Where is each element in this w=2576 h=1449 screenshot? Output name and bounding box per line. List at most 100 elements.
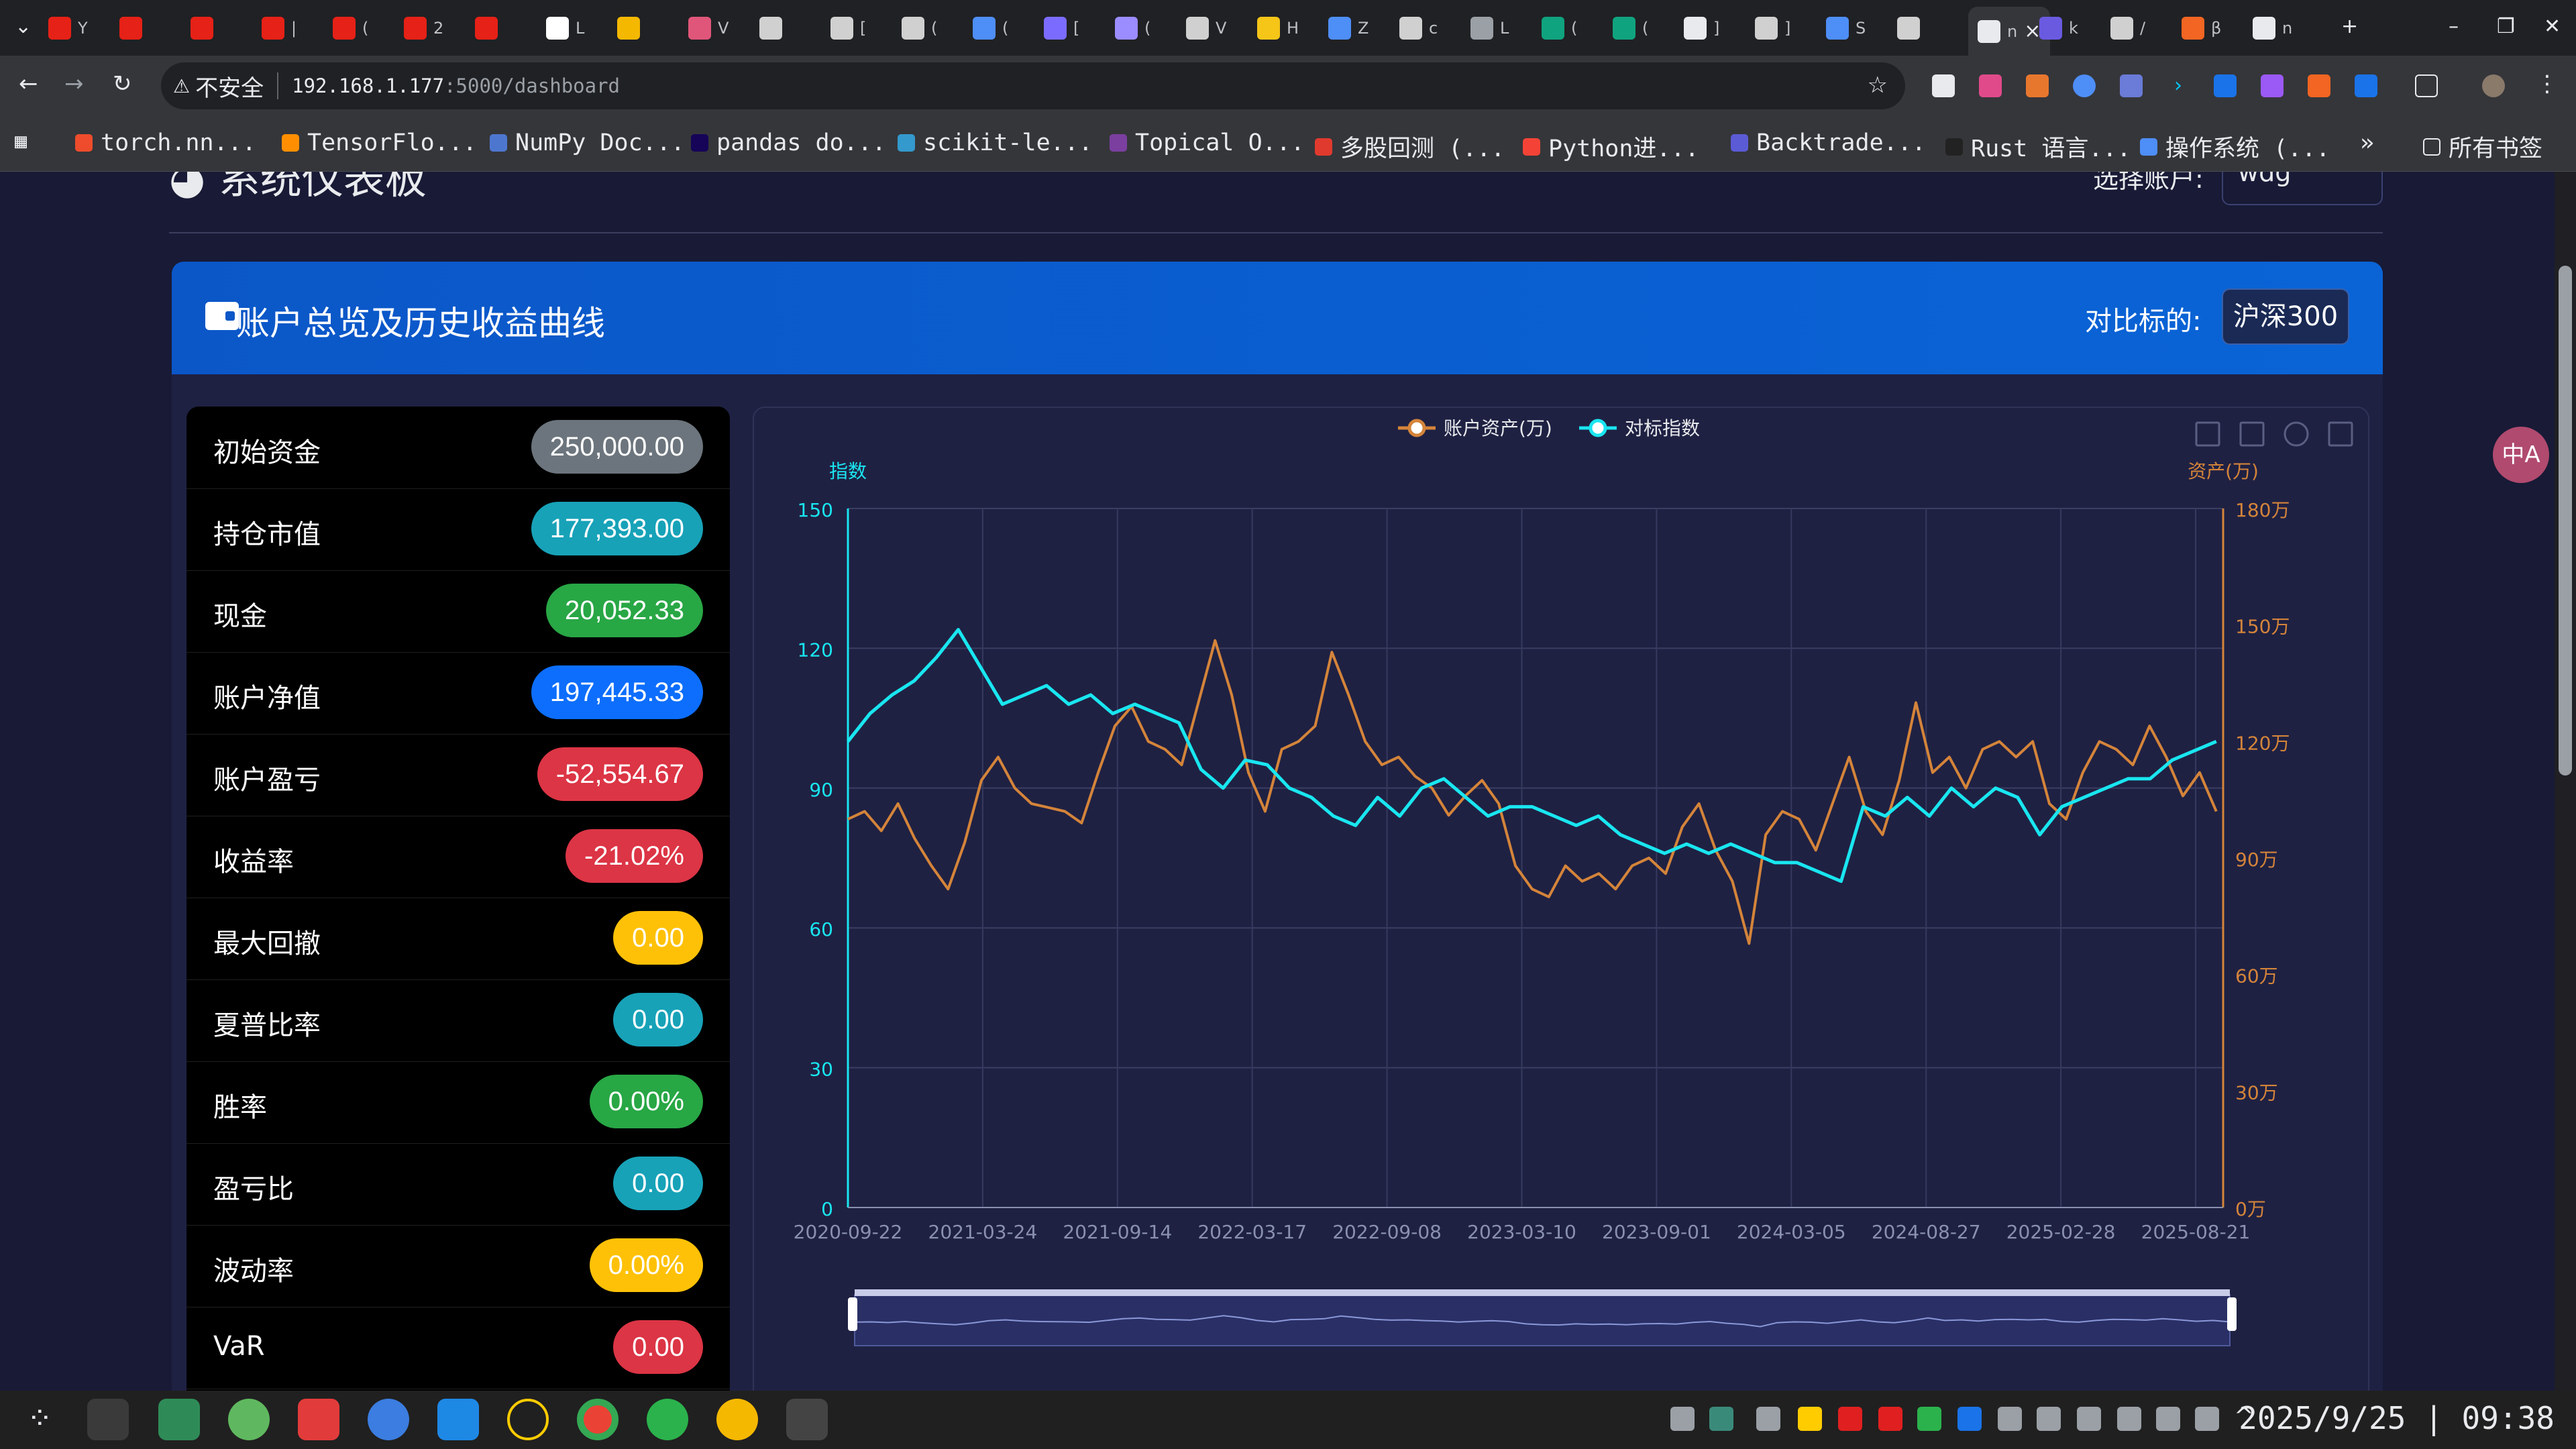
browser-tab[interactable]: ( (1613, 9, 1648, 47)
browser-tab[interactable]: ( (333, 9, 368, 47)
close-tab-icon[interactable]: × (2024, 19, 2041, 43)
datazoom-left-handle[interactable] (848, 1297, 857, 1331)
zoom-reset-icon[interactable] (2239, 421, 2265, 447)
datazoom-right-handle[interactable] (2227, 1297, 2237, 1331)
browser-tab[interactable]: V (1186, 9, 1226, 47)
tab-search-chevron-icon[interactable]: ⌄ (15, 15, 32, 38)
scrollbar-thumb[interactable] (2559, 266, 2572, 775)
system-clock[interactable]: 2025/9/25 | 09:38 (2239, 1400, 2555, 1436)
browser-tab[interactable]: Z (1328, 9, 1368, 47)
bookmark-item[interactable]: 多股回测 (... (1315, 129, 1505, 164)
tray-rocket-icon[interactable] (2077, 1407, 2101, 1431)
save-image-icon[interactable] (2328, 421, 2353, 447)
bookmark-item[interactable]: Python进... (1523, 129, 1699, 164)
browser-tab[interactable] (475, 9, 504, 47)
qq-app-icon[interactable] (507, 1399, 549, 1440)
bookmark-item[interactable]: NumPy Doc... (490, 129, 685, 156)
tray-volume-icon[interactable] (2195, 1407, 2219, 1431)
browser-tab[interactable]: ( (1542, 9, 1577, 47)
restore-icon[interactable] (2284, 421, 2309, 447)
terminal-app-icon[interactable] (87, 1399, 129, 1440)
extension-download-icon[interactable] (2355, 74, 2377, 97)
calculator-app-icon[interactable] (786, 1399, 828, 1440)
tray-wechat-icon[interactable] (1917, 1407, 1941, 1431)
extension-tp-icon[interactable] (2214, 74, 2237, 97)
paw-app-icon[interactable] (716, 1399, 758, 1440)
url-host[interactable]: 192.168.1.177 (292, 74, 445, 97)
bookmark-item[interactable]: Backtrade... (1731, 129, 1926, 156)
apps-grid-icon[interactable]: ▦ (15, 129, 28, 153)
back-icon[interactable]: ← (19, 70, 38, 97)
browser-tab[interactable]: [ (830, 9, 866, 47)
feishu-app-icon[interactable] (437, 1399, 479, 1440)
url-path[interactable]: :5000/dashboard (444, 74, 620, 97)
close-window-button[interactable]: ✕ (2544, 15, 2561, 38)
browser-tab[interactable]: ] (1755, 9, 1790, 47)
browser-tab[interactable]: H (1257, 9, 1299, 47)
equity-chart[interactable]: 150 120 90 60 30 0 180万 150万 120万 90万 60万 30万 0万 2020… (754, 408, 2368, 1391)
all-bookmarks-button[interactable]: 所有书签 (2423, 129, 2542, 164)
bookmark-item[interactable]: TensorFlo... (282, 129, 477, 156)
new-tab-button[interactable]: + (2341, 15, 2359, 38)
chrome-app-icon[interactable] (577, 1399, 619, 1440)
extension-doc-icon[interactable] (1932, 74, 1955, 97)
tray-clipboard-icon[interactable] (1998, 1407, 2022, 1431)
translate-widget-button[interactable]: 中A (2493, 427, 2549, 483)
tray-window-icon[interactable] (1670, 1407, 1695, 1431)
bookmark-item[interactable]: pandas do... (691, 129, 886, 156)
tray-keyboard-icon[interactable] (2037, 1407, 2061, 1431)
browser-tab[interactable]: Y (48, 9, 88, 47)
address-bar[interactable]: ⚠ 不安全 192.168.1.177 :5000/dashboard ☆ (161, 62, 1905, 109)
browser-tab[interactable] (617, 9, 647, 47)
browser-tab[interactable]: β (2182, 9, 2221, 47)
extension-arrow-icon[interactable]: › (2167, 74, 2190, 97)
tray-brightness-icon[interactable] (2117, 1407, 2141, 1431)
tray-wps-icon[interactable] (1878, 1407, 1902, 1431)
page-scrollbar[interactable] (2555, 172, 2576, 1391)
extensions-puzzle-icon[interactable] (2415, 74, 2438, 97)
browser-tab[interactable]: c (1399, 9, 1438, 47)
bookmark-item[interactable]: scikit-le... (898, 129, 1093, 156)
bookmark-item[interactable]: Rust 语言... (1945, 129, 2131, 164)
bookmarks-overflow-button[interactable]: » (2360, 129, 2375, 156)
bookmark-item[interactable]: Topical O... (1110, 129, 1305, 156)
forward-icon[interactable]: → (64, 70, 84, 97)
tray-network-icon[interactable] (2156, 1407, 2180, 1431)
bookmark-item[interactable]: torch.nn... (75, 129, 256, 156)
minimize-button[interactable]: – (2449, 15, 2459, 38)
browser-tab[interactable] (759, 9, 789, 47)
wechat-app-icon[interactable] (647, 1399, 688, 1440)
browser-tab[interactable]: n × (1968, 7, 2051, 56)
compare-select[interactable]: 沪深300 (2222, 288, 2349, 345)
extension-circle-icon[interactable] (2073, 74, 2096, 97)
maximize-button[interactable]: ❐ (2497, 15, 2515, 38)
tray-download-icon[interactable] (1957, 1407, 1982, 1431)
browser-tab[interactable] (1897, 9, 1927, 47)
browser-tab[interactable]: S (1826, 9, 1866, 47)
bookmark-star-icon[interactable]: ☆ (1867, 72, 1888, 99)
download-app-icon[interactable] (228, 1399, 270, 1440)
tray-qq-icon[interactable] (1798, 1407, 1822, 1431)
bookmark-item[interactable]: 操作系统 (... (2140, 129, 2330, 164)
tray-app-icon[interactable] (1709, 1407, 1733, 1431)
launcher-icon[interactable]: ⁘ (27, 1400, 53, 1436)
browser-tab[interactable]: V (688, 9, 729, 47)
reload-icon[interactable]: ↻ (113, 70, 132, 97)
browser-menu-icon[interactable]: ⋮ (2536, 70, 2559, 97)
browser-tab[interactable]: L (1470, 9, 1509, 47)
warning-icon[interactable]: ⚠ (173, 74, 191, 97)
browser-tab[interactable]: | (262, 9, 297, 47)
tray-expand-icon[interactable]: ^ (2234, 1403, 2255, 1430)
browser-tab[interactable]: ] (1684, 9, 1719, 47)
tray-alarm-icon[interactable] (1756, 1407, 1780, 1431)
extension-translate-icon[interactable] (2120, 74, 2143, 97)
stock-app-icon[interactable] (298, 1399, 339, 1440)
browser-tab[interactable]: ( (973, 9, 1008, 47)
extension-orange-icon[interactable] (2308, 74, 2330, 97)
browser-tab[interactable]: / (2110, 9, 2145, 47)
browser-tab[interactable]: 2 (404, 9, 443, 47)
profile-avatar[interactable] (2482, 74, 2505, 97)
browser-tab[interactable] (191, 9, 220, 47)
extension-purple-icon[interactable] (2261, 74, 2284, 97)
tray-shield-icon[interactable] (1838, 1407, 1862, 1431)
